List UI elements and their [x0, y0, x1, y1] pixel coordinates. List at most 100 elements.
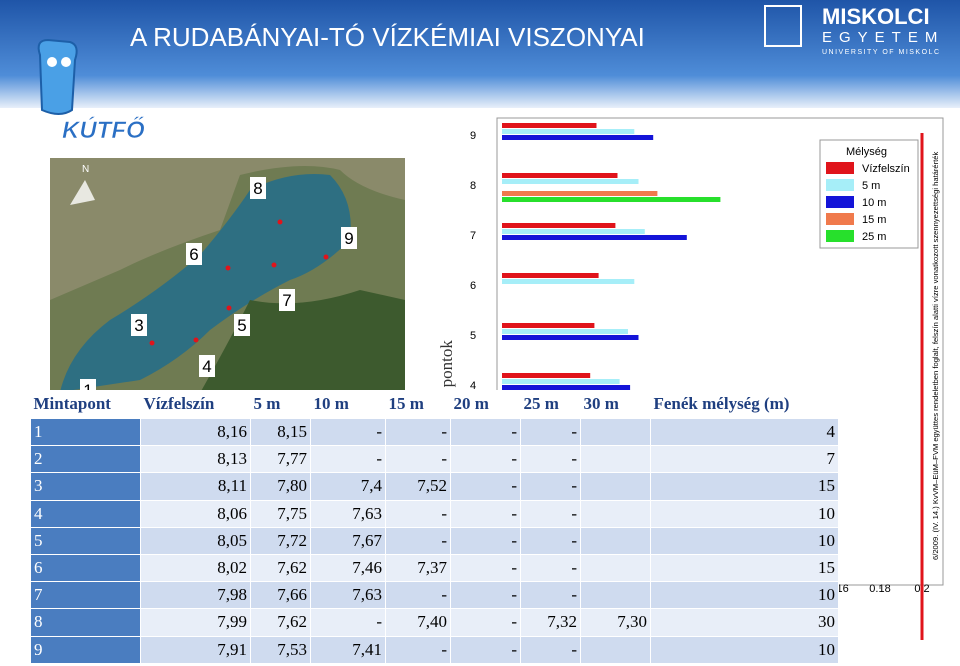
column-header: 20 m — [450, 390, 521, 419]
map-label: 7 — [282, 291, 291, 310]
table-cell: 7,63 — [310, 499, 386, 528]
table-row: 2 8,13 7,77- - - -7 — [30, 445, 839, 474]
table-cell: - — [520, 635, 581, 664]
table-cell: - — [450, 472, 521, 501]
legend-swatch — [826, 162, 854, 174]
data-table: Mintapont Vízfelszín 5 m 10 m 15 m 20 m 25 m 30… — [30, 390, 839, 664]
table-row: 6 8,02 7,62 7,46 7,37- -15 — [30, 553, 839, 583]
table-cell: - — [450, 417, 521, 447]
table-cell: 7,62 — [250, 553, 311, 583]
map-label-box — [186, 243, 202, 265]
table-row: 1 8,16 8,15- - - -4 — [30, 417, 839, 447]
table-cell: 6 — [30, 553, 141, 583]
table-cell: 7,77 — [250, 445, 311, 474]
y-tick-label: 4 — [470, 380, 476, 392]
map-label-box — [234, 314, 250, 336]
table-cell: 10 — [650, 526, 839, 555]
bar — [502, 197, 721, 202]
map-label: 4 — [202, 357, 211, 376]
table-cell: 7,32 — [520, 608, 581, 637]
logo-right-1: MISKOLCI — [822, 4, 930, 29]
map-label-box — [131, 314, 147, 336]
bar — [502, 335, 639, 340]
bar — [502, 235, 687, 240]
table-cell: 4 — [650, 417, 839, 447]
bar — [502, 279, 635, 284]
table-cell: - — [520, 581, 581, 610]
table-cell — [580, 526, 651, 555]
table-row: 7 7,98 7,66 7,63- - -10 — [30, 581, 839, 610]
table-cell: 30 — [650, 608, 839, 637]
table-cell — [580, 581, 651, 610]
table-cell: - — [450, 445, 521, 474]
table-cell — [580, 417, 651, 447]
table-cell: 10 — [650, 499, 839, 528]
table-cell: 7,66 — [250, 581, 311, 610]
table-row: 4 8,06 7,75 7,63- - -10 — [30, 499, 839, 528]
table-cell: 7,99 — [140, 608, 251, 637]
table-cell: 4 — [30, 499, 141, 528]
map-label: 8 — [253, 179, 262, 198]
map-label-box — [341, 227, 357, 249]
table-cell: - — [450, 526, 521, 555]
table-cell: 10 — [650, 581, 839, 610]
table-cell — [580, 635, 651, 664]
table-cell: - — [450, 608, 521, 637]
table-cell: 8,02 — [140, 553, 251, 583]
logo-right: MISKOLCI EGYETEM UNIVERSITY OF MISKOLC — [764, 4, 944, 56]
map-label: 9 — [344, 229, 353, 248]
sample-point — [323, 254, 329, 260]
table-cell: 2 — [30, 445, 141, 474]
legend-label: 25 m — [862, 231, 886, 243]
bar — [502, 191, 658, 196]
legend-swatch — [826, 230, 854, 242]
logo-left: KÚTFŐ — [37, 38, 145, 144]
column-header: 15 m — [385, 390, 451, 419]
table-cell: 7,41 — [310, 635, 386, 664]
satellite-map: N — [50, 158, 405, 393]
column-header: 25 m — [520, 390, 581, 419]
table-cell: - — [385, 445, 451, 474]
y-tick-label: 5 — [470, 330, 476, 342]
table-row: 3 8,11 7,80 7,4 7,52- -15 — [30, 472, 839, 501]
table-cell: 7,72 — [250, 526, 311, 555]
y-tick-label: 6 — [470, 280, 476, 292]
bar — [502, 329, 628, 334]
column-header: 10 m — [310, 390, 386, 419]
bar — [502, 323, 595, 328]
table-cell: - — [385, 499, 451, 528]
table-cell: 7,80 — [250, 472, 311, 501]
bar — [502, 379, 620, 384]
table-cell: 7,98 — [140, 581, 251, 610]
limit-label: 6/2009. (IV. 14.) KvVM–EüM–FVM együttes … — [931, 151, 940, 560]
map-label-box — [250, 177, 266, 199]
table-cell: 7,40 — [385, 608, 451, 637]
bar — [502, 273, 599, 278]
bar — [502, 223, 616, 228]
legend-swatch — [826, 196, 854, 208]
table-cell: - — [450, 581, 521, 610]
sample-point — [149, 340, 155, 346]
map-label: 6 — [189, 245, 198, 264]
table-cell: 15 — [650, 472, 839, 501]
legend-swatch — [826, 179, 854, 191]
table-cell: 8,06 — [140, 499, 251, 528]
table-row: 5 8,05 7,72 7,67- - -10 — [30, 526, 839, 555]
table-cell: 7,30 — [580, 608, 651, 637]
table-cell — [580, 499, 651, 528]
map-label: 5 — [237, 316, 246, 335]
table-cell — [580, 445, 651, 474]
table-cell: - — [520, 553, 581, 583]
legend-swatch — [826, 213, 854, 225]
bar — [502, 135, 654, 140]
table-cell: - — [385, 526, 451, 555]
bar — [502, 373, 591, 378]
table-cell: 15 — [650, 553, 839, 583]
table-cell: 7,75 — [250, 499, 311, 528]
table-cell: 8,13 — [140, 445, 251, 474]
column-header: Vízfelszín — [140, 390, 251, 419]
logo-right-2: EGYETEM — [822, 29, 944, 46]
legend-label: 15 m — [862, 214, 886, 226]
table-cell: 3 — [30, 472, 141, 501]
bar — [502, 129, 635, 134]
